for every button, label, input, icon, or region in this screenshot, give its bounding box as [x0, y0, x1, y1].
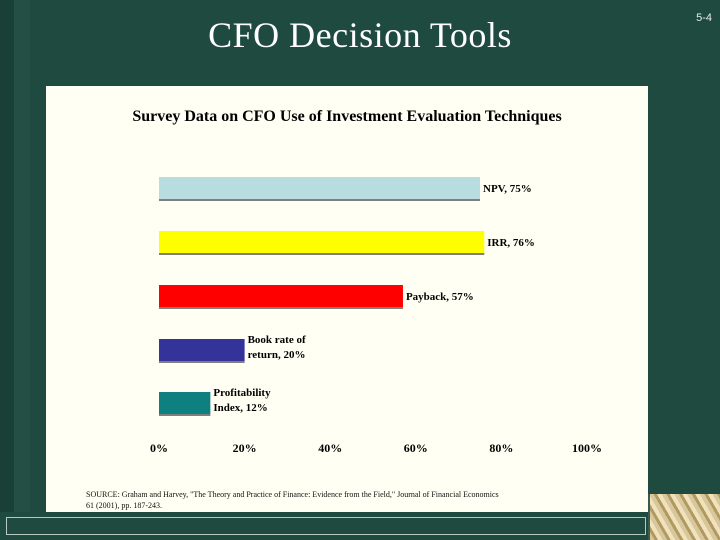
bar-data-label-line: NPV, 75%	[483, 183, 532, 195]
slide-title: CFO Decision Tools	[208, 15, 512, 55]
corner-decoration	[648, 494, 720, 540]
bar	[159, 285, 403, 307]
bar-data-label: NPV, 75%	[483, 183, 532, 195]
source-note: SOURCE: Graham and Harvey, "The Theory a…	[86, 490, 499, 510]
left-decorative-stripe	[0, 0, 46, 512]
x-tick-label: 20%	[233, 441, 257, 455]
bar-data-label-line: Payback, 57%	[406, 291, 474, 303]
bar-data-label: Payback, 57%	[406, 291, 474, 303]
bar-data-label-line: return, 20%	[248, 349, 306, 361]
bar-data-label-line: IRR, 76%	[487, 237, 535, 249]
x-tick-label: 60%	[404, 441, 428, 455]
x-tick-label: 100%	[572, 441, 602, 455]
x-tick-label: 80%	[489, 441, 513, 455]
bar-data-label: Profitability Index, 12%	[213, 387, 271, 414]
bar-data-label-line: Index, 12%	[213, 402, 267, 414]
bar-data-label-line: Book rate of	[248, 334, 306, 346]
x-tick-label: 0%	[150, 441, 168, 455]
bar	[159, 177, 480, 199]
bar	[159, 339, 245, 361]
slide-number: 5-4	[696, 12, 712, 24]
bar	[159, 392, 211, 414]
right-margin	[648, 86, 720, 540]
bar-data-label: Book rate of return, 20%	[248, 334, 306, 361]
bar	[159, 231, 485, 253]
x-tick-label: 40%	[318, 441, 342, 455]
chart-title: Survey Data on CFO Use of Investment Eva…	[132, 108, 562, 125]
bar-data-label-line: Profitability	[213, 387, 271, 399]
bar-data-label: IRR, 76%	[487, 237, 535, 249]
bottom-frame	[6, 517, 646, 535]
bottom-bar	[0, 512, 648, 540]
